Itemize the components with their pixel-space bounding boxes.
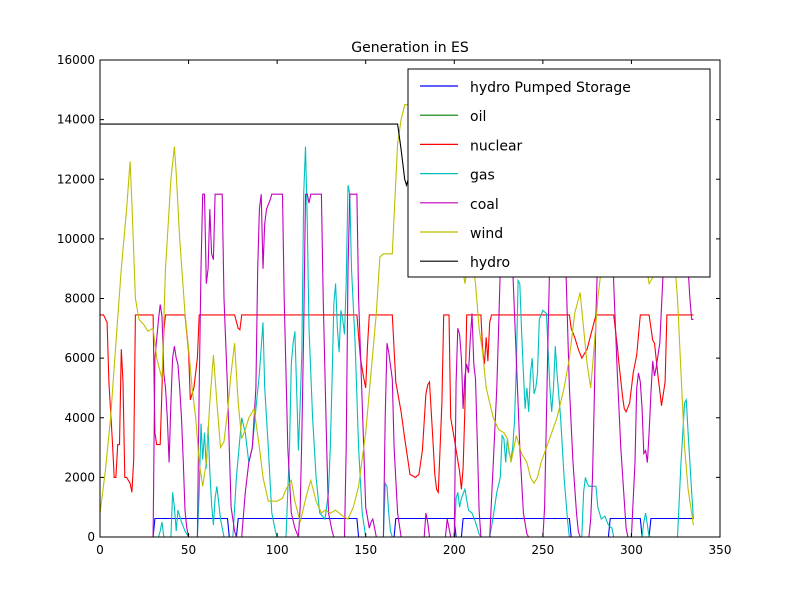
series-line-wind [100,104,694,526]
chart-title: Generation in ES [351,40,469,56]
legend-box [407,68,711,278]
legend-label: wind [470,226,503,242]
y-tick-label: 6000 [64,351,95,365]
y-tick-label: 8000 [64,292,95,306]
y-tick-label: 2000 [64,470,95,484]
x-tick-label: 350 [709,543,732,557]
legend-label: nuclear [470,138,523,154]
legend-label: hydro [470,255,510,271]
series-line-nuclear [100,314,694,495]
legend-label: coal [470,197,499,213]
legend-label: oil [470,109,486,125]
x-tick-label: 150 [354,543,377,557]
y-tick-label: 4000 [64,411,95,425]
x-tick-label: 50 [181,543,196,557]
x-tick-label: 0 [96,543,104,557]
y-tick-label: 14000 [57,113,95,127]
x-axis: 0 50 100 150 200 250 300 350 [96,60,731,557]
y-tick-label: 16000 [57,53,95,67]
y-axis: 0 2000 4000 6000 8000 10000 12000 14000 16000 [57,53,720,544]
legend-label: gas [470,168,495,184]
x-tick-label: 200 [443,543,466,557]
legend: hydro Pumped Storage oil nuclear gas coal win… [407,68,711,278]
legend-label: hydro Pumped Storage [470,80,631,96]
y-tick-label: 12000 [57,172,95,186]
y-tick-label: 10000 [57,232,95,246]
y-tick-label: 0 [87,530,95,544]
x-tick-label: 100 [266,543,289,557]
x-tick-label: 250 [531,543,554,557]
x-tick-label: 300 [620,543,643,557]
